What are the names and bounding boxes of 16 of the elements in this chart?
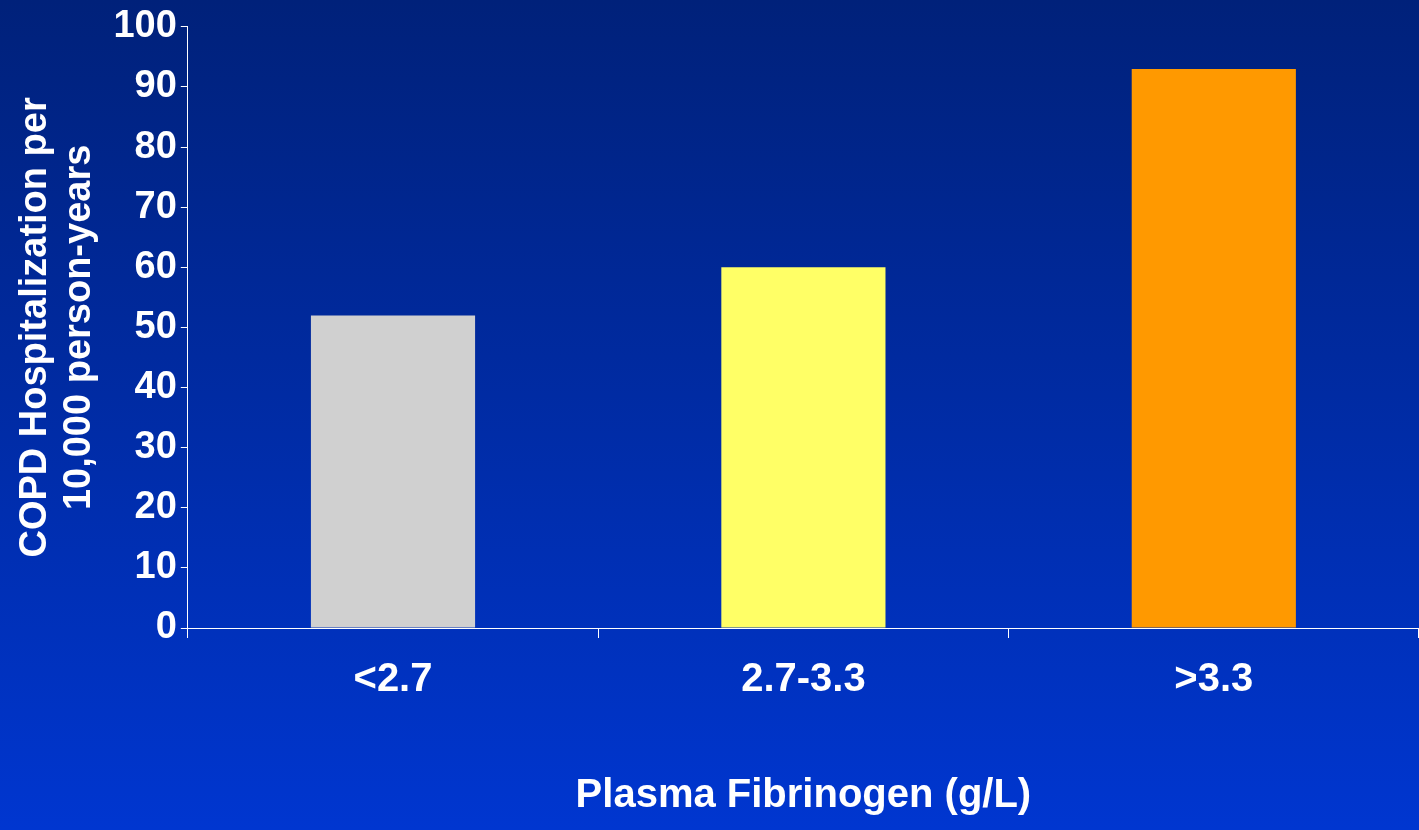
y-tick-label: 80 bbox=[134, 123, 177, 166]
x-tick-label: <2.7 bbox=[353, 655, 433, 700]
y-tick-label: 50 bbox=[134, 303, 177, 346]
x-tick-label: >3.3 bbox=[1174, 655, 1254, 700]
y-axis-title: COPD Hospitalization per 10,000 person-years bbox=[12, 97, 99, 558]
y-tick-label: 30 bbox=[134, 424, 177, 467]
y-tick-label: 0 bbox=[155, 604, 177, 647]
y-tick-label: 90 bbox=[134, 63, 177, 106]
y-tick-label: 10 bbox=[134, 544, 177, 587]
y-tick-label: 20 bbox=[134, 484, 177, 527]
x-axis-title: Plasma Fibrinogen (g/L) bbox=[575, 771, 1032, 816]
y-tick-label: 40 bbox=[134, 364, 177, 406]
x-tick-label: 2.7-3.3 bbox=[741, 655, 866, 700]
y-tick-label: 70 bbox=[134, 183, 177, 226]
y-tick-label: 60 bbox=[134, 243, 177, 286]
y-tick-label: 100 bbox=[113, 3, 177, 46]
